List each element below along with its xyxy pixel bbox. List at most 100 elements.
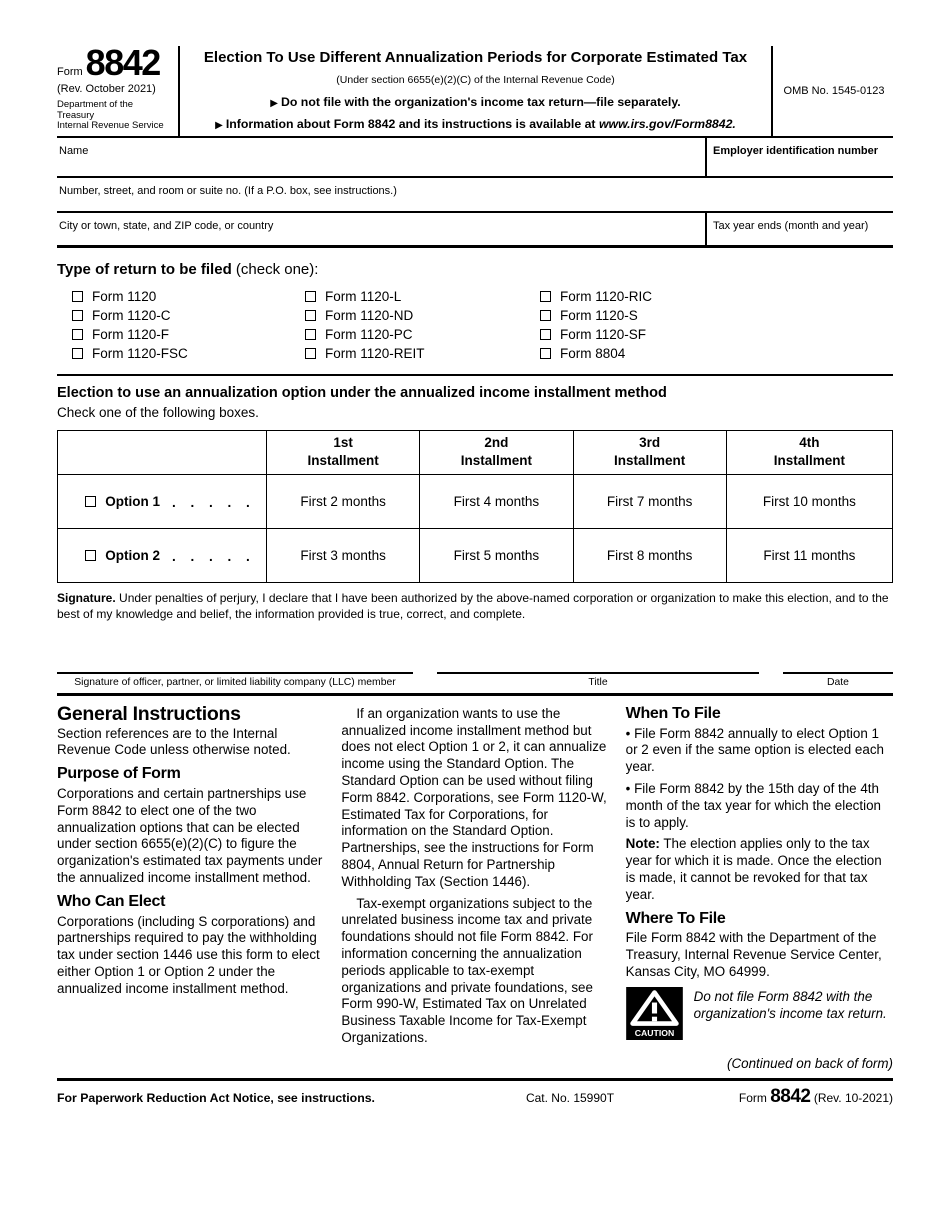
checkbox-icon [72, 328, 83, 340]
form-footer: For Paperwork Reduction Act Notice, see … [57, 1077, 893, 1108]
city-field[interactable]: City or town, state, and ZIP code, or co… [57, 213, 705, 245]
footer-form-id: Form 8842 (Rev. 10-2021) [663, 1086, 893, 1108]
form-identity-block: Form 8842 (Rev. October 2021) Department… [57, 42, 178, 136]
form-title-block: Election To Use Different Annualization … [178, 46, 773, 137]
signature-declaration-text: Under penalties of perjury, I declare th… [57, 591, 889, 621]
who-can-elect-paragraph: Corporations (including S corporations) … [57, 913, 320, 996]
checkbox-label: Form 1120-C [92, 307, 171, 323]
omb-number: OMB No. 1545-0123 [783, 85, 885, 98]
option-1-cell: Option 1 . . . . . [57, 474, 267, 530]
checkbox-form-1120-nd[interactable]: Form 1120-ND [305, 308, 540, 323]
ein-label: Employer identification number [713, 145, 879, 158]
table-cell: First 7 months [572, 474, 727, 530]
title-line[interactable]: Title [437, 671, 759, 688]
footer-form-word: Form [738, 1090, 767, 1105]
checkbox-label: Form 1120-PC [325, 326, 413, 342]
checkbox-form-1120-c[interactable]: Form 1120-C [72, 307, 305, 323]
table-cell: First 2 months [265, 474, 421, 530]
irs-label: Internal Revenue Service [57, 120, 164, 132]
header-line: Installment [460, 452, 532, 468]
signature-row: Signature of officer, partner, or limite… [57, 671, 893, 688]
option-1-checkbox[interactable]: Option 1 [85, 494, 160, 509]
purpose-paragraph: Corporations and certain partnerships us… [57, 786, 323, 885]
note-lead: Note: [625, 836, 660, 852]
officer-signature-line[interactable]: Signature of officer, partner, or limite… [57, 671, 413, 688]
city-label: City or town, state, and ZIP code, or co… [59, 220, 274, 233]
election-instruction: Check one of the following boxes. [57, 405, 259, 421]
when-bullet-1: • File Form 8842 annually to elect Optio… [625, 725, 884, 775]
when-bullet-2: • File Form 8842 by the 15th day of the … [625, 781, 881, 830]
standard-option-paragraph: If an organization wants to use the annu… [341, 705, 607, 889]
section-references-paragraph: Section references are to the Internal R… [57, 725, 291, 758]
checkbox-icon [72, 309, 83, 321]
signature-section-divider [57, 692, 893, 696]
catalog-number: Cat. No. 15990T [525, 1090, 615, 1105]
checkbox-icon [540, 309, 551, 321]
table-cell: First 11 months [725, 528, 894, 584]
date-label: Date [827, 676, 849, 688]
instructions-column-2: If an organization wants to use the annu… [341, 706, 608, 1052]
form-number: 8842 [85, 42, 162, 83]
where-to-file-heading: Where To File [625, 909, 726, 927]
option-2-checkbox[interactable]: Option 2 [85, 548, 160, 563]
note-text: The election applies only to the tax yea… [625, 836, 882, 902]
signature-declaration: Signature. Under penalties of perjury, I… [57, 591, 893, 623]
tax-exempt-paragraph: Tax-exempt organizations subject to the … [341, 895, 593, 1045]
return-type-column-2: Form 1120-L Form 1120-ND Form 1120-PC Fo… [305, 289, 540, 361]
name-field[interactable]: Name [57, 138, 705, 176]
return-type-column-3: Form 1120-RIC Form 1120-S Form 1120-SF F… [540, 289, 652, 361]
when-to-file-heading: When To File [625, 704, 721, 722]
caution-icon-label: CAUTION [634, 1028, 674, 1038]
street-field[interactable]: Number, street, and room or suite no. (I… [57, 178, 893, 211]
date-line[interactable]: Date [783, 671, 893, 688]
checkbox-icon [305, 328, 316, 340]
checkbox-icon [305, 347, 316, 359]
checkbox-icon [85, 549, 97, 561]
header-1st-installment: 1st Installment [265, 430, 421, 476]
form-title: Election To Use Different Annualization … [203, 49, 748, 66]
form-number-line: Form 8842 [57, 42, 172, 83]
header-2nd-installment: 2nd Installment [419, 430, 574, 476]
dot-leader: . . . . . [171, 494, 251, 510]
checkbox-form-1120-l[interactable]: Form 1120-L [305, 289, 540, 304]
directive-information: ▶ Information about Form 8842 and its ins… [184, 117, 767, 131]
section-divider [57, 374, 893, 377]
return-type-heading: Type of return to be filed (check one): [57, 261, 893, 278]
checkbox-icon [305, 309, 316, 321]
arrow-right-icon: ▶ [215, 120, 223, 132]
checkbox-form-1120-pc[interactable]: Form 1120-PC [305, 326, 540, 342]
checkbox-form-1120-reit[interactable]: Form 1120-REIT [305, 345, 540, 361]
instructions-columns: General Instructions Section references … [57, 704, 893, 1052]
signature-lead: Signature. [57, 591, 116, 606]
return-type-column-1: Form 1120 Form 1120-C Form 1120-F Form 1… [72, 288, 305, 361]
checkbox-form-1120-ric[interactable]: Form 1120-RIC [540, 289, 652, 304]
checkbox-form-1120-fsc[interactable]: Form 1120-FSC [72, 346, 305, 361]
checkbox-form-1120-f[interactable]: Form 1120-F [72, 327, 305, 342]
header-line: 2nd [484, 435, 509, 451]
officer-signature-label: Signature of officer, partner, or limite… [74, 676, 396, 688]
checkbox-label: Form 1120-REIT [325, 345, 425, 361]
checkbox-icon [540, 347, 551, 359]
directive-file-separately: ▶ Do not file with the organization's inc… [184, 95, 767, 109]
checkbox-form-1120-s[interactable]: Form 1120-S [540, 308, 652, 323]
checkbox-form-1120-sf[interactable]: Form 1120-SF [540, 327, 652, 342]
header-line: Installment [307, 452, 379, 468]
directive-1-text: Do not file with the organization's inco… [281, 94, 681, 109]
ein-field[interactable]: Employer identification number [705, 138, 893, 177]
header-line: 4th [799, 435, 820, 451]
form-word: Form [57, 66, 83, 78]
caution-block: CAUTION Do not file Form 8842 with the o… [625, 986, 893, 1040]
checkbox-form-1120[interactable]: Form 1120 [72, 288, 305, 304]
title-label: Title [588, 676, 608, 688]
continued-note: (Continued on back of form) [727, 1055, 893, 1071]
tax-year-field[interactable]: Tax year ends (month and year) [705, 213, 893, 246]
option-2-row: Option 2 . . . . . First 3 months First 5… [57, 528, 894, 584]
return-type-checkbox-grid: Form 1120 Form 1120-C Form 1120-F Form 1… [72, 288, 893, 361]
directive-2-text: Information about Form 8842 and its inst… [225, 117, 599, 132]
header-line: Installment [613, 452, 686, 468]
header-3rd-installment: 3rd Installment [572, 430, 727, 476]
checkbox-form-8804[interactable]: Form 8804 [540, 346, 652, 361]
note-paragraph: Note: The election applies only to the t… [626, 836, 893, 903]
checkbox-label: Form 1120 [92, 288, 157, 304]
table-cell: First 10 months [725, 474, 894, 530]
